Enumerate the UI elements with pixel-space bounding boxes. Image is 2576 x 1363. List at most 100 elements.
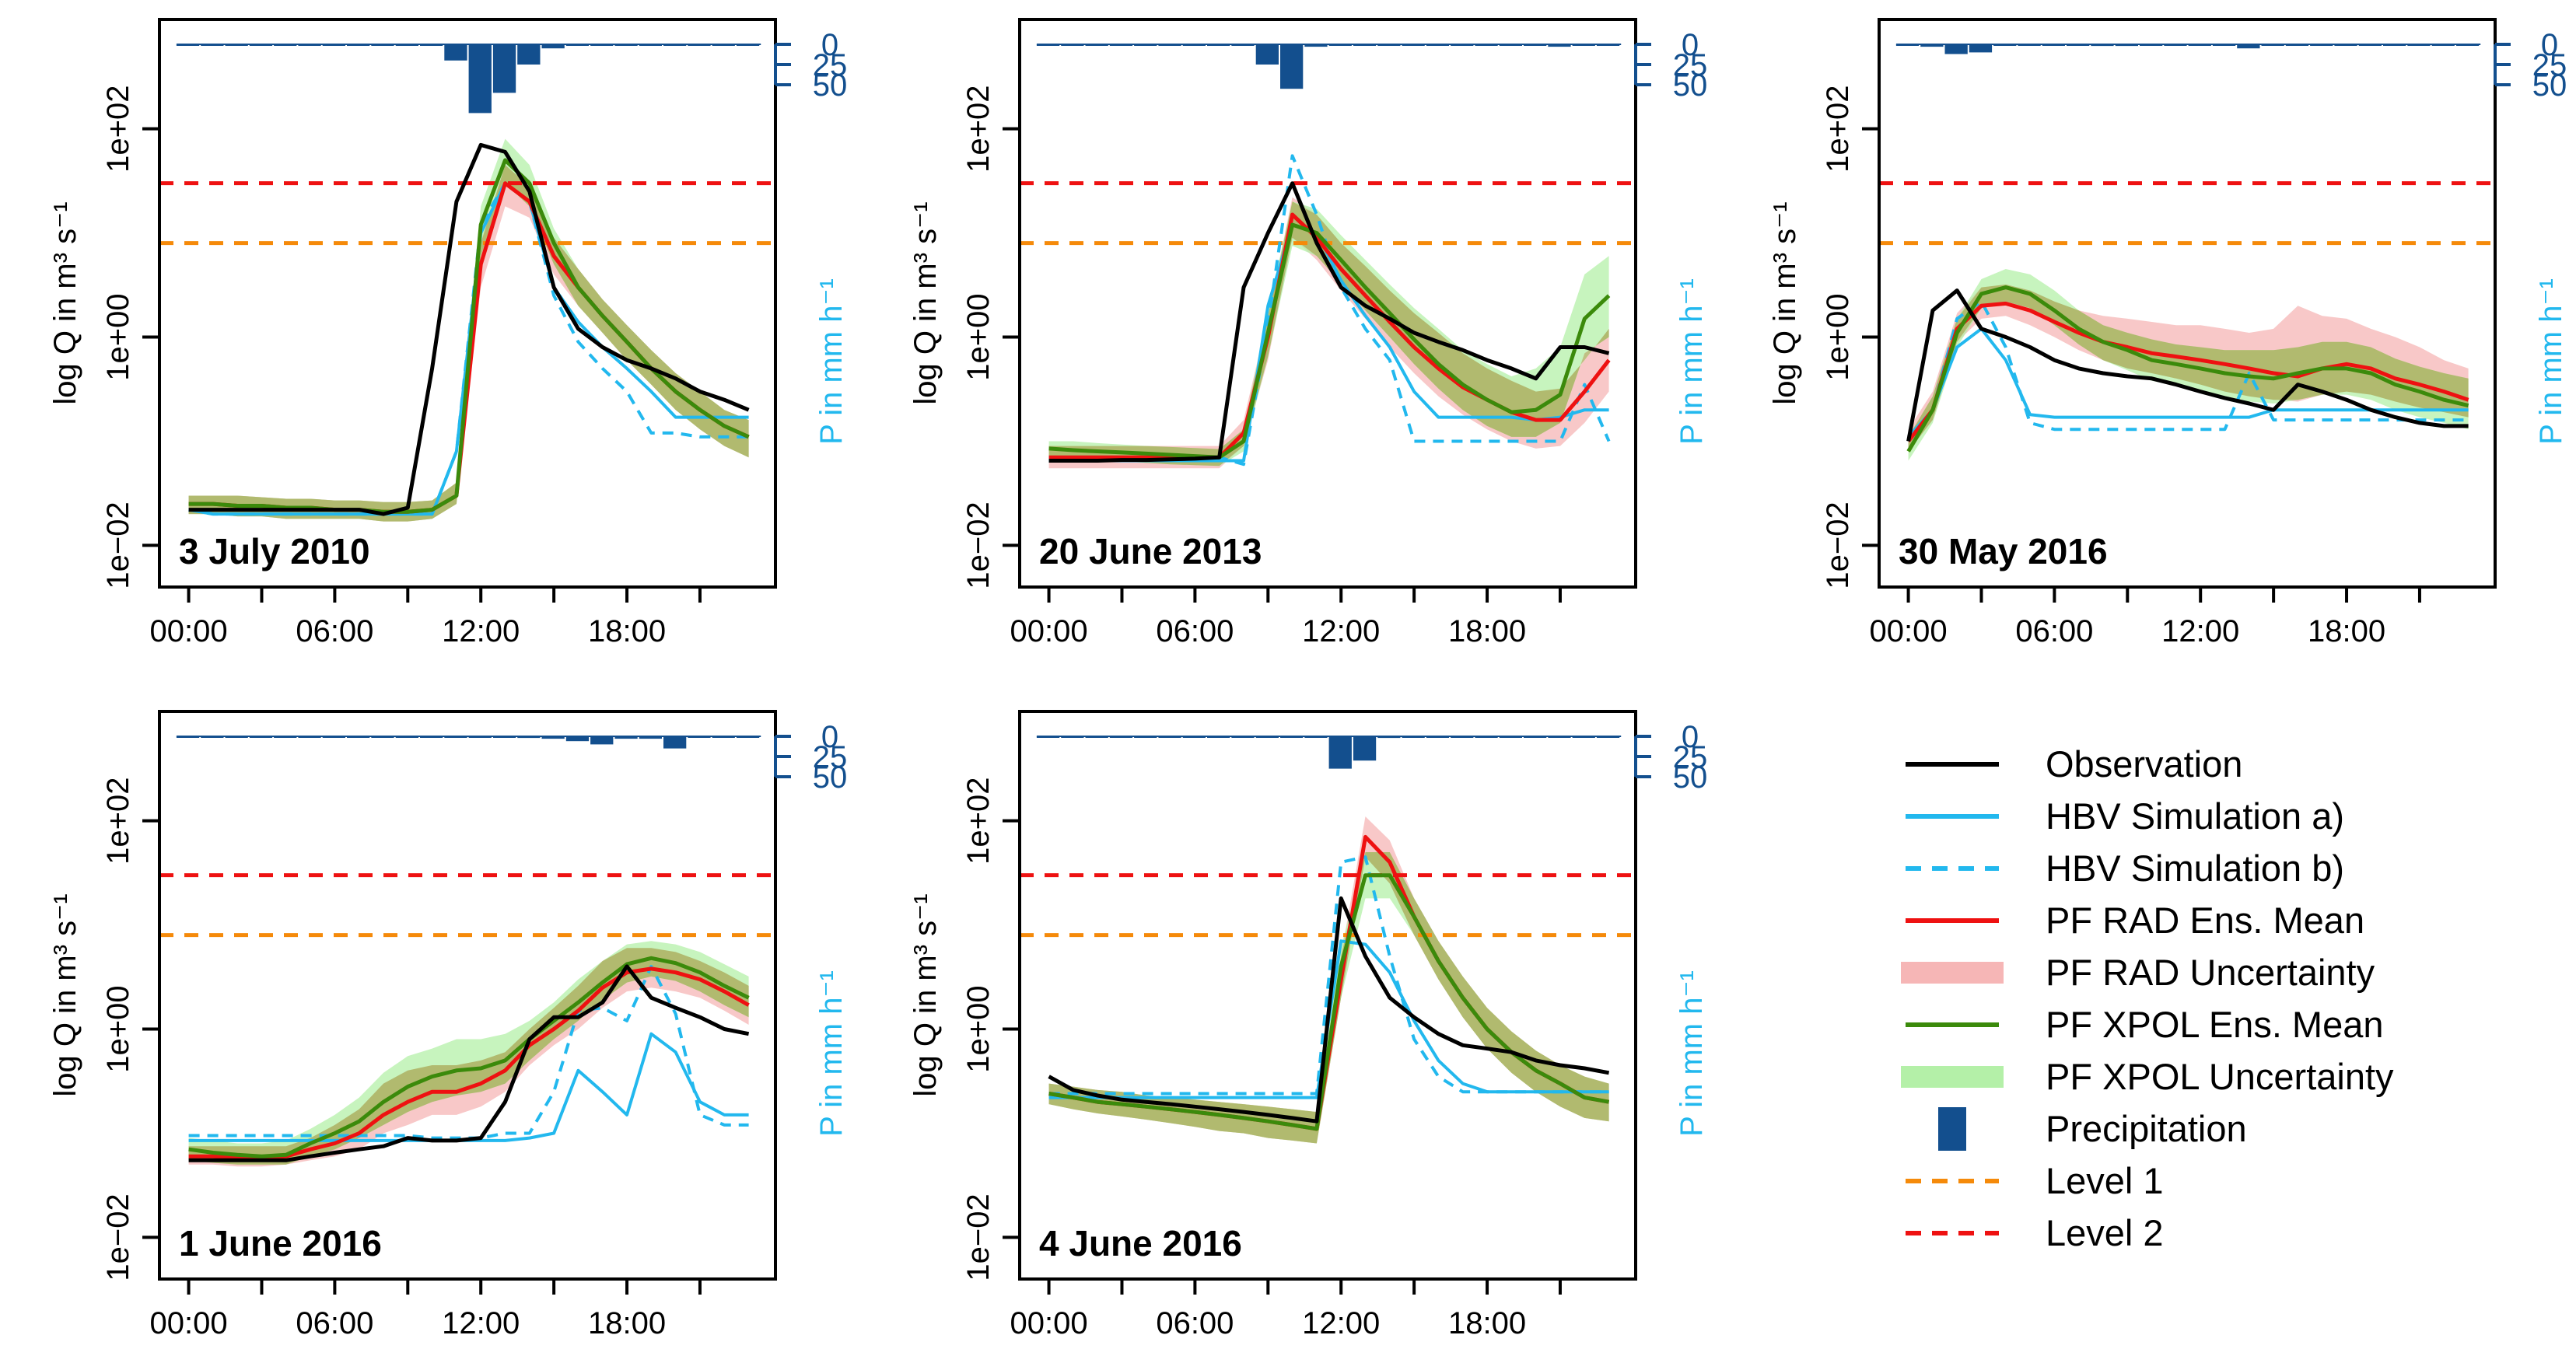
precip-bar xyxy=(1182,44,1206,46)
rad_unc-legend-label: PF RAD Uncertainty xyxy=(2046,952,2375,993)
precip-bar xyxy=(1895,44,1920,46)
level1-legend-label: Level 1 xyxy=(2046,1160,2164,1201)
precip-bar xyxy=(1353,736,1377,761)
y-tick-label: 1e+00 xyxy=(101,293,135,380)
plot-frame xyxy=(1878,18,2497,589)
precip-bar xyxy=(517,736,541,739)
precip-bar xyxy=(2383,44,2406,46)
precip-bar xyxy=(1524,44,1547,46)
precip-bar xyxy=(1944,44,1968,54)
y-right-tick-label: 25 xyxy=(813,48,848,82)
precip-bar xyxy=(1280,736,1304,738)
precip-bar xyxy=(492,736,516,738)
precip-bar xyxy=(736,736,760,738)
precip-bar xyxy=(1475,736,1498,738)
y-tick-label: 1e−02 xyxy=(101,1193,135,1281)
y-tick-label: 1e+02 xyxy=(101,777,135,864)
precip-bar xyxy=(541,44,565,49)
y-tick-label: 1e−02 xyxy=(961,502,996,589)
precip-bar xyxy=(2407,44,2431,46)
precip-bar xyxy=(639,44,662,46)
precip-bar xyxy=(1085,44,1108,46)
precip-bar xyxy=(371,736,394,738)
precip-bar xyxy=(1451,736,1474,738)
panel-title: 3 July 2010 xyxy=(179,531,370,571)
precip-bar xyxy=(492,44,516,93)
precip-bar xyxy=(176,736,200,738)
precip-legend-swatch xyxy=(1938,1107,1966,1151)
precip-bar xyxy=(395,44,418,46)
precip-bar xyxy=(298,736,321,738)
uncertainty-overlap-band xyxy=(1048,201,1609,467)
x-tick-label: 12:00 xyxy=(442,614,520,648)
precip-bar xyxy=(2285,44,2309,46)
observation-line xyxy=(188,964,750,1162)
precip-bar xyxy=(1036,736,1060,738)
precip-bar xyxy=(1499,736,1522,738)
precip-bar xyxy=(468,736,492,738)
precip-bar xyxy=(347,736,370,738)
plot-frame xyxy=(158,18,777,589)
y-tick-label: 1e+02 xyxy=(961,85,996,172)
precip-bar xyxy=(2140,44,2163,46)
precip-bar xyxy=(614,736,638,739)
precip-bar xyxy=(1920,44,1944,47)
xpol_mean-legend-label: PF XPOL Ens. Mean xyxy=(2046,1004,2384,1045)
y-axis-label: log Q in m³ s⁻¹ xyxy=(908,201,943,404)
precip-bar xyxy=(1255,736,1279,738)
precip-bar xyxy=(1499,44,1522,46)
precip-bar xyxy=(1061,736,1084,738)
panel-plot-area xyxy=(1020,44,1636,469)
uncertainty-overlap-band xyxy=(188,165,749,522)
precip-bar xyxy=(1231,736,1255,738)
y-tick-label: 1e+02 xyxy=(1821,85,1855,172)
y-right-tick-label: 50 xyxy=(2532,68,2567,103)
y-right-tick-label: 0 xyxy=(1682,28,1699,62)
y-tick-label: 1e−02 xyxy=(101,502,135,589)
x-tick-label: 18:00 xyxy=(1448,1306,1526,1340)
y-right-tick-label: 25 xyxy=(2532,48,2567,82)
hbv_b-legend-label: HBV Simulation b) xyxy=(2046,848,2344,889)
precip-bar xyxy=(225,44,248,46)
y-tick-label: 1e+00 xyxy=(961,985,996,1072)
x-tick-label: 06:00 xyxy=(296,1306,373,1340)
x-tick-label: 00:00 xyxy=(1010,1306,1088,1340)
observation-line xyxy=(1048,181,1610,463)
y-tick-label: 1e+02 xyxy=(101,85,135,172)
y-axis-label: log Q in m³ s⁻¹ xyxy=(48,893,82,1096)
precip-bar xyxy=(2455,44,2480,46)
precip-bar xyxy=(1036,44,1060,46)
precip-bar xyxy=(322,44,345,46)
precip-bar xyxy=(371,44,394,46)
precip-bar xyxy=(201,44,224,46)
precip-bar xyxy=(1969,44,1993,53)
precip-bar xyxy=(1475,44,1498,46)
precip-bar xyxy=(2067,44,2090,46)
precip-bar xyxy=(2334,44,2357,46)
precip-bar xyxy=(2358,44,2382,46)
xpol-uncertainty-band xyxy=(188,941,749,1165)
rad_unc-legend-swatch xyxy=(1901,962,2004,984)
precip-bar xyxy=(1158,44,1181,46)
precip-legend-label: Precipitation xyxy=(2046,1108,2247,1149)
precip-bar xyxy=(712,736,735,738)
precip-bar xyxy=(736,44,760,46)
precip-bar xyxy=(2042,44,2065,46)
precip-bar xyxy=(517,44,541,65)
precip-bar xyxy=(1993,44,2017,46)
precip-bar xyxy=(2261,44,2284,46)
x-tick-label: 06:00 xyxy=(2015,614,2093,648)
precip-bar xyxy=(1328,736,1352,769)
y-right-axis-label: P in mm h⁻¹ xyxy=(814,278,849,445)
precip-bar xyxy=(1548,736,1571,738)
precip-bar xyxy=(1280,44,1304,89)
precip-bar xyxy=(2091,44,2114,47)
precip-bar xyxy=(201,736,224,738)
precip-bar xyxy=(347,44,370,46)
precip-bar xyxy=(1304,736,1328,738)
precip-bar xyxy=(420,736,443,738)
precip-bar xyxy=(468,44,492,114)
